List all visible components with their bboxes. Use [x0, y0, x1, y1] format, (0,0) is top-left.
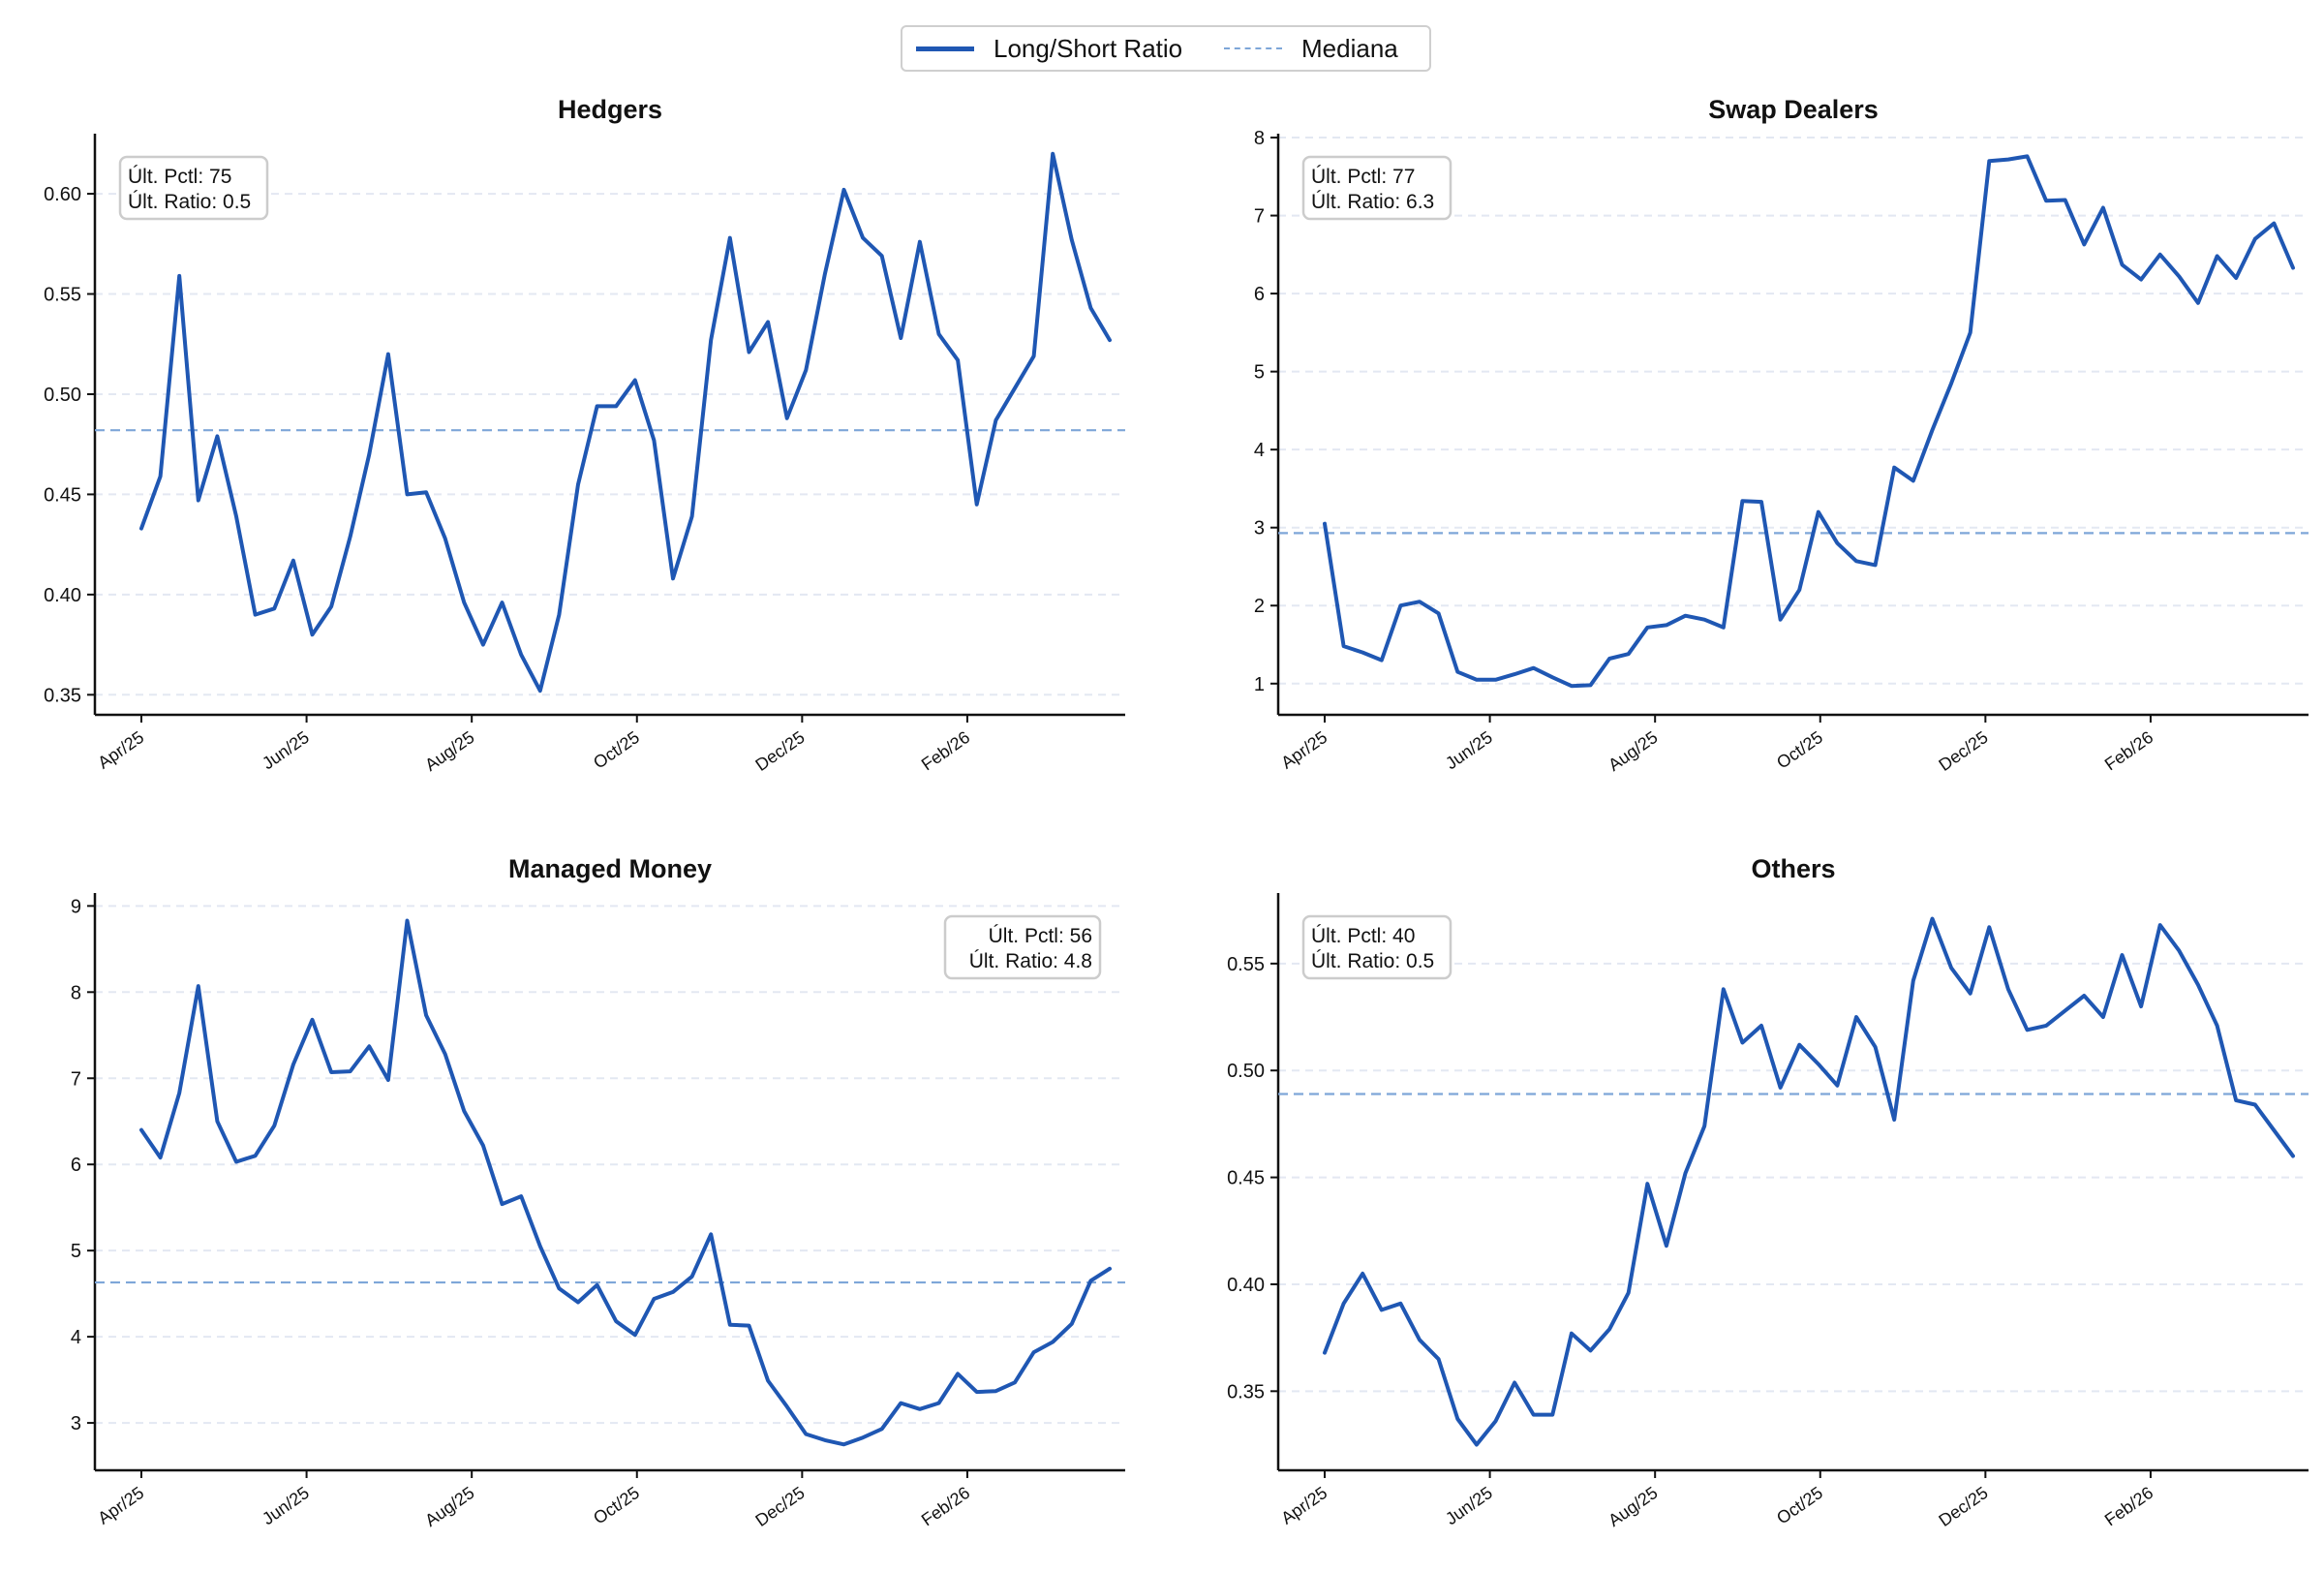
x-tick-label: Aug/25: [1605, 1483, 1661, 1530]
y-tick-label: 0.55: [44, 285, 81, 306]
y-tick-label: 6: [71, 1155, 81, 1176]
y-tick-label: 2: [1254, 596, 1265, 617]
x-tick-label: Apr/25: [1277, 727, 1330, 773]
series-line-long-short-ratio: [139, 918, 1112, 1447]
legend-label-median: Mediana: [1301, 33, 1398, 63]
annotation-box: [118, 155, 269, 221]
series-line-long-short-ratio: [1323, 916, 2295, 1447]
x-tick-label: Dec/25: [751, 727, 808, 775]
y-tick-label: 0.55: [1227, 954, 1265, 975]
annotation-text: Últ. Pctl: 56: [989, 925, 1092, 947]
y-tick-label: 4: [1254, 440, 1265, 461]
y-tick-label: 0.40: [1227, 1275, 1265, 1296]
x-tick-label: Jun/25: [259, 727, 313, 773]
y-tick-label: 0.60: [44, 184, 81, 205]
y-tick-label: 8: [1254, 128, 1265, 149]
x-tick-label: Oct/25: [1773, 727, 1826, 773]
x-tick-label: Apr/25: [94, 727, 147, 773]
x-tick-label: Dec/25: [751, 1483, 808, 1530]
legend-item-ratio: Long/Short Ratio: [916, 27, 1182, 70]
chart-title: Hedgers: [558, 95, 662, 124]
chart-title: Others: [1751, 854, 1835, 883]
x-tick-label: Feb/26: [2101, 1483, 2156, 1530]
y-tick-label: 5: [1254, 362, 1265, 384]
y-tick-label: 7: [71, 1068, 81, 1090]
annotation-text: Últ. Ratio: 4.8: [969, 950, 1092, 972]
chart-title: Managed Money: [508, 854, 712, 883]
x-tick-label: Jun/25: [1442, 1483, 1496, 1528]
series-line-long-short-ratio: [1323, 154, 2295, 689]
legend-swatch-median: [1224, 47, 1282, 49]
legend-item-median: Mediana: [1224, 27, 1398, 70]
y-tick-label: 8: [71, 982, 81, 1003]
y-tick-label: 6: [1254, 284, 1265, 305]
y-tick-label: 5: [71, 1241, 81, 1262]
annotation-box: [1301, 914, 1452, 980]
chart-title: Swap Dealers: [1708, 95, 1879, 124]
chart-panel-2: Swap Dealers 1 2 3 4 5 6 7 8 Apr/25 Jun/25 Aug/25 Oc…: [1254, 95, 2309, 775]
y-tick-label: 0.50: [44, 385, 81, 406]
chart-panel-4: Others 0.35 0.40 0.45 0.50 0.55 Apr/25 Jun/25 Au…: [1227, 854, 2309, 1530]
x-tick-label: Jun/25: [1442, 727, 1496, 773]
x-tick-label: Oct/25: [1773, 1483, 1826, 1528]
y-tick-label: 0.35: [44, 685, 81, 706]
y-tick-label: 0.50: [1227, 1061, 1265, 1082]
x-tick-label: Apr/25: [1277, 1483, 1330, 1528]
y-tick-label: 9: [71, 896, 81, 917]
chart-panel-3: Managed Money 3 4 5 6 7 8 9 Apr/25 Jun/25 Aug/25 Oc…: [71, 854, 1125, 1530]
y-tick-label: 4: [71, 1327, 81, 1348]
annotation-text: Últ. Ratio: 0.5: [1311, 950, 1434, 972]
x-tick-label: Aug/25: [421, 1483, 477, 1530]
y-tick-label: 3: [71, 1413, 81, 1434]
x-tick-label: Aug/25: [421, 727, 477, 775]
x-tick-label: Dec/25: [1935, 727, 1991, 775]
annotation-box: [943, 914, 1102, 980]
legend-swatch-ratio: [916, 46, 974, 51]
x-tick-label: Jun/25: [259, 1483, 313, 1528]
annotation-box: [1301, 155, 1452, 221]
x-tick-label: Dec/25: [1935, 1483, 1991, 1530]
legend: Long/Short Ratio Mediana: [901, 25, 1431, 72]
x-tick-label: Apr/25: [94, 1483, 147, 1528]
x-tick-label: Feb/26: [918, 727, 973, 775]
y-tick-label: 0.35: [1227, 1381, 1265, 1402]
x-tick-label: Feb/26: [918, 1483, 973, 1530]
annotation-text: Últ. Pctl: 40: [1311, 925, 1415, 947]
y-tick-label: 7: [1254, 206, 1265, 228]
annotation-text: Últ. Pctl: 77: [1311, 166, 1415, 188]
annotation-text: Últ. Pctl: 75: [128, 166, 231, 188]
chart-panel-1: Hedgers 0.35 0.40 0.45 0.50 0.55 0.60 Apr/25 Jun…: [44, 95, 1125, 775]
legend-label-ratio: Long/Short Ratio: [994, 33, 1183, 63]
y-tick-label: 1: [1254, 674, 1265, 695]
series-line-long-short-ratio: [139, 151, 1112, 694]
y-tick-label: 0.45: [44, 484, 81, 506]
x-tick-label: Aug/25: [1605, 727, 1661, 775]
y-tick-label: 3: [1254, 518, 1265, 539]
annotation-text: Últ. Ratio: 6.3: [1311, 191, 1434, 213]
x-tick-label: Oct/25: [590, 1483, 643, 1528]
y-tick-label: 0.40: [44, 585, 81, 606]
annotation-text: Últ. Ratio: 0.5: [128, 191, 251, 213]
x-tick-label: Feb/26: [2101, 727, 2156, 775]
y-tick-label: 0.45: [1227, 1168, 1265, 1189]
x-tick-label: Oct/25: [590, 727, 643, 773]
